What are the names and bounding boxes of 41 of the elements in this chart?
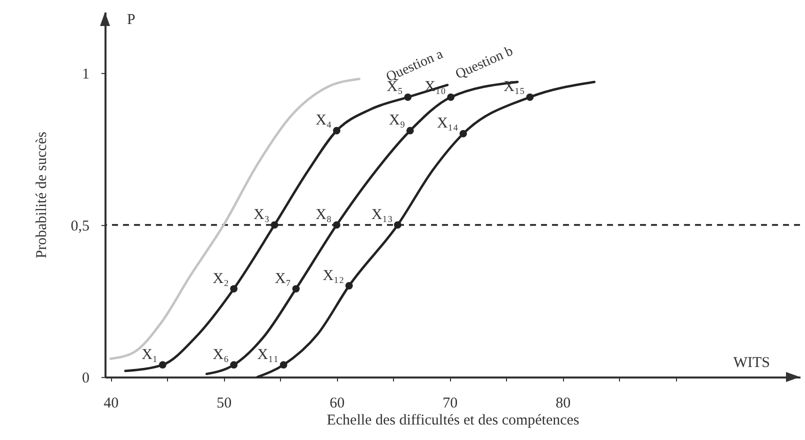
x-axis-title: Echelle des difficultés et des compétences — [326, 412, 580, 428]
point — [332, 221, 340, 229]
annotation: X₃ — [253, 206, 270, 223]
annotation: X₉ — [389, 112, 406, 129]
point — [158, 361, 166, 369]
y-tick-label: 0 — [82, 370, 90, 386]
y-tick-label: 0,5 — [70, 218, 90, 234]
annotation: X₁₅ — [504, 79, 525, 96]
point — [270, 221, 278, 229]
x-tick-label: 40 — [104, 396, 119, 412]
annotation: X₁₃ — [371, 206, 393, 223]
x-tick-label: 80 — [556, 396, 571, 412]
point — [230, 361, 238, 369]
x-tick-label: 50 — [216, 396, 232, 412]
annotation: X₇ — [274, 270, 291, 287]
annotation: X₂ — [212, 270, 229, 287]
point — [394, 221, 402, 229]
point — [404, 93, 412, 101]
x-tick-label: 70 — [442, 396, 458, 412]
point — [345, 282, 353, 290]
annotation: X₅ — [386, 79, 403, 96]
point — [526, 93, 534, 101]
point — [280, 361, 288, 369]
point — [447, 93, 455, 101]
point — [292, 285, 300, 292]
annotation: X₄ — [316, 112, 332, 129]
x-tick-label: 60 — [330, 396, 345, 412]
annotation: X₁₁ — [257, 346, 279, 363]
annotation: X₁ — [142, 346, 158, 363]
annotation: X₁₂ — [322, 268, 344, 284]
y-axis-title: Probabilité de succès — [34, 132, 50, 258]
annotation: X₈ — [316, 206, 332, 223]
point — [332, 126, 340, 134]
point — [406, 126, 414, 134]
annotation: P — [127, 12, 136, 28]
annotation: WITS — [733, 355, 770, 371]
annotation: X₆ — [212, 346, 229, 363]
y-tick-label: 1 — [82, 66, 90, 82]
point — [460, 130, 467, 138]
point — [230, 285, 238, 292]
annotation: X₁₄ — [436, 116, 458, 132]
